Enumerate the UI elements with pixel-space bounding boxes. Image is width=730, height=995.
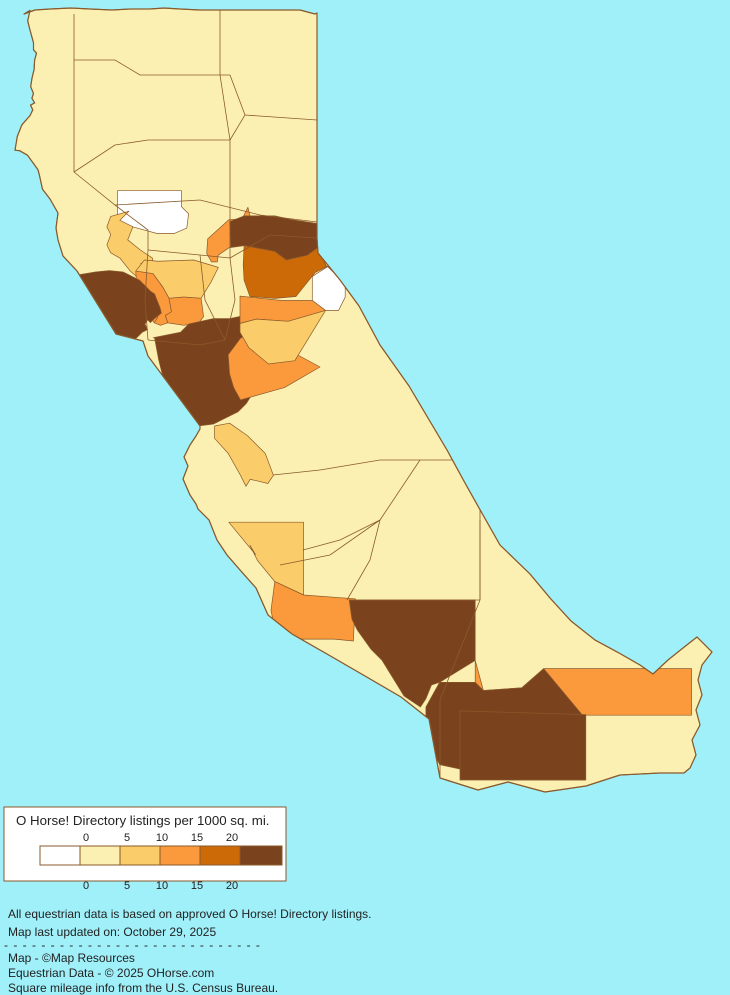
svg-text:15: 15	[191, 832, 203, 844]
svg-text:5: 5	[124, 880, 130, 892]
svg-text:20: 20	[226, 832, 238, 844]
svg-text:Map - ©Map Resources: Map - ©Map Resources	[8, 951, 135, 965]
svg-text:All equestrian data is based o: All equestrian data is based on approved…	[8, 907, 372, 921]
svg-text:Map last updated on: October 2: Map last updated on: October 29, 2025	[8, 925, 216, 939]
svg-text:Equestrian Data - © 2025 OHors: Equestrian Data - © 2025 OHorse.com	[8, 966, 214, 980]
svg-text:Square mileage info from the U: Square mileage info from the U.S. Census…	[8, 981, 278, 995]
svg-text:5: 5	[124, 832, 130, 844]
svg-text:10: 10	[156, 880, 168, 892]
svg-text:10: 10	[156, 832, 168, 844]
svg-text:0: 0	[83, 880, 89, 892]
svg-text:15: 15	[191, 880, 203, 892]
svg-text:O Horse! Directory listings pe: O Horse! Directory listings per 1000 sq.…	[16, 813, 269, 828]
svg-text:20: 20	[226, 880, 238, 892]
svg-text:- - - - - - - - - - - - - - -: - - - - - - - - - - - - - - - - - - - - …	[4, 938, 261, 952]
svg-text:0: 0	[83, 832, 89, 844]
